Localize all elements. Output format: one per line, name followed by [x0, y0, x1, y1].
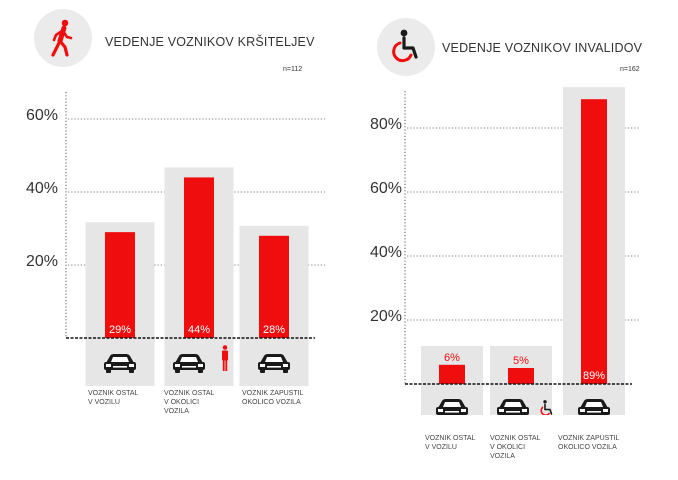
bar [105, 232, 135, 338]
chart-title: VEDENJE VOZNIKOV KRŠITELJEV [105, 35, 315, 49]
data-label: 89% [583, 370, 605, 382]
chart-left: 20% 40% 60% 29% 44% 28% [26, 92, 325, 386]
wheelchair-small-icon [540, 400, 553, 415]
car-grille [113, 366, 127, 368]
car-headlight [175, 364, 180, 367]
person-leg [222, 360, 225, 371]
car-window [585, 402, 603, 407]
car-wheel [438, 414, 443, 415]
person-torso [222, 350, 228, 361]
wheelchair-icon-badge [377, 18, 435, 76]
car-headlight [522, 409, 527, 412]
car-icon [258, 354, 290, 373]
car-icon [104, 354, 136, 373]
car-headlight [438, 409, 443, 412]
category-label: VOZNIK OSTAL V VOZILU [88, 390, 139, 406]
car-headlight [499, 409, 504, 412]
car-window [504, 402, 522, 407]
car-wheel [106, 369, 111, 373]
car-icon [578, 399, 610, 415]
car-grille [506, 411, 520, 413]
car-wheel [260, 369, 265, 373]
y-tick-label: 40% [370, 244, 402, 261]
car-icon [436, 399, 468, 415]
person-icon [222, 345, 228, 371]
chart-right: 20% 40% 60% 80% 6% 5% 89% [370, 87, 640, 415]
category-label: VOZNIK ZAPUSTIL OKOLICO VOZILA [558, 435, 620, 451]
data-label: 29% [109, 324, 131, 336]
car-icon [173, 354, 205, 373]
data-label: 6% [444, 352, 460, 364]
car-wheel [603, 414, 608, 415]
car-wheel [461, 414, 466, 415]
car-window [180, 357, 198, 362]
car-wheel [198, 369, 203, 373]
category-label: VOZNIK OSTAL V OKOLICI VOZILA [164, 390, 215, 415]
data-label: 28% [263, 324, 285, 336]
car-icon [497, 399, 529, 415]
bar [439, 364, 465, 384]
y-tick-label: 20% [370, 308, 402, 325]
car-headlight [129, 364, 134, 367]
pedestrian-icon [51, 19, 73, 57]
bar [581, 99, 607, 384]
bar [508, 368, 534, 384]
car-wheel [522, 414, 527, 415]
wc-head [543, 400, 547, 404]
category-label: VOZNIK ZAPUSTIL OKOLICO VOZILA [242, 390, 304, 406]
data-label: 44% [188, 324, 210, 336]
person-leg [225, 360, 228, 371]
car-window [265, 357, 283, 362]
car-window [111, 357, 129, 362]
bar [184, 177, 214, 338]
car-headlight [106, 364, 111, 367]
chart-title: VEDENJE VOZNIKOV INVALIDOV [442, 41, 643, 55]
car-headlight [198, 364, 203, 367]
car-window [443, 402, 461, 407]
car-headlight [283, 364, 288, 367]
wc-body [544, 403, 553, 415]
sample-size: n=162 [620, 66, 640, 73]
car-grille [267, 366, 281, 368]
category-label: VOZNIK OSTAL V VOZILU [425, 435, 476, 451]
wc-wheel [540, 406, 551, 415]
y-tick-label: 80% [370, 116, 402, 133]
wheelchair-icon [392, 29, 418, 63]
car-wheel [175, 369, 180, 373]
category-label: VOZNIK OSTAL V OKOLICI VOZILA [490, 435, 541, 460]
car-headlight [260, 364, 265, 367]
y-tick-label: 20% [26, 253, 58, 270]
car-grille [182, 366, 196, 368]
car-grille [587, 411, 601, 413]
bar [259, 235, 289, 338]
person-head [222, 345, 228, 350]
sample-size: n=112 [283, 66, 303, 73]
car-headlight [461, 409, 466, 412]
car-wheel [283, 369, 288, 373]
y-tick-label: 40% [26, 180, 58, 197]
car-headlight [603, 409, 608, 412]
car-wheel [499, 414, 504, 415]
car-headlight [580, 409, 585, 412]
data-label: 5% [513, 355, 529, 367]
pedestrian-icon-badge [34, 9, 92, 67]
car-wheel [580, 414, 585, 415]
y-tick-label: 60% [26, 107, 58, 124]
car-wheel [129, 369, 134, 373]
y-tick-label: 60% [370, 180, 402, 197]
car-grille [445, 411, 459, 413]
